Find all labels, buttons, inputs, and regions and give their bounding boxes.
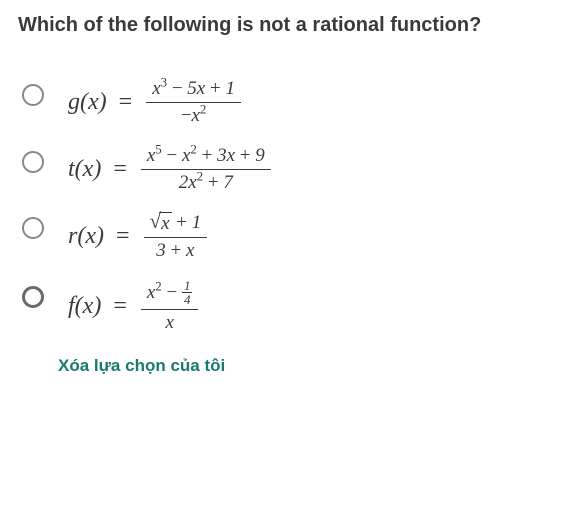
lhs-r: r(x) = — [68, 223, 136, 250]
formula-g: g(x) = x3 − 5x + 1 −x2 — [68, 78, 241, 127]
lhs-t: t(x) = — [68, 156, 133, 183]
clear-selection-link[interactable]: Xóa lựa chọn của tôi — [18, 356, 565, 376]
fraction-f: x2 − 14 x — [141, 280, 199, 334]
lhs-f: f(x) = — [68, 293, 133, 320]
option-f[interactable]: f(x) = x2 − 14 x — [22, 280, 565, 334]
formula-t: t(x) = x5 − x2 + 3x + 9 2x2 + 7 — [68, 145, 271, 194]
option-t[interactable]: t(x) = x5 − x2 + 3x + 9 2x2 + 7 — [22, 145, 565, 194]
options-list: g(x) = x3 − 5x + 1 −x2 t(x) = x5 − x2 + … — [18, 78, 565, 334]
radio-g[interactable] — [22, 84, 44, 106]
radio-f[interactable] — [22, 286, 44, 308]
formula-r: r(x) = √x + 1 3 + x — [68, 211, 207, 262]
fraction-r: √x + 1 3 + x — [144, 211, 208, 262]
lhs-g: g(x) = — [68, 89, 138, 116]
option-g[interactable]: g(x) = x3 − 5x + 1 −x2 — [22, 78, 565, 127]
option-r[interactable]: r(x) = √x + 1 3 + x — [22, 211, 565, 262]
radio-t[interactable] — [22, 151, 44, 173]
formula-f: f(x) = x2 − 14 x — [68, 280, 198, 334]
fraction-t: x5 − x2 + 3x + 9 2x2 + 7 — [141, 145, 271, 194]
question-text: Which of the following is not a rational… — [18, 12, 565, 38]
radio-r[interactable] — [22, 217, 44, 239]
fraction-g: x3 − 5x + 1 −x2 — [146, 78, 241, 127]
